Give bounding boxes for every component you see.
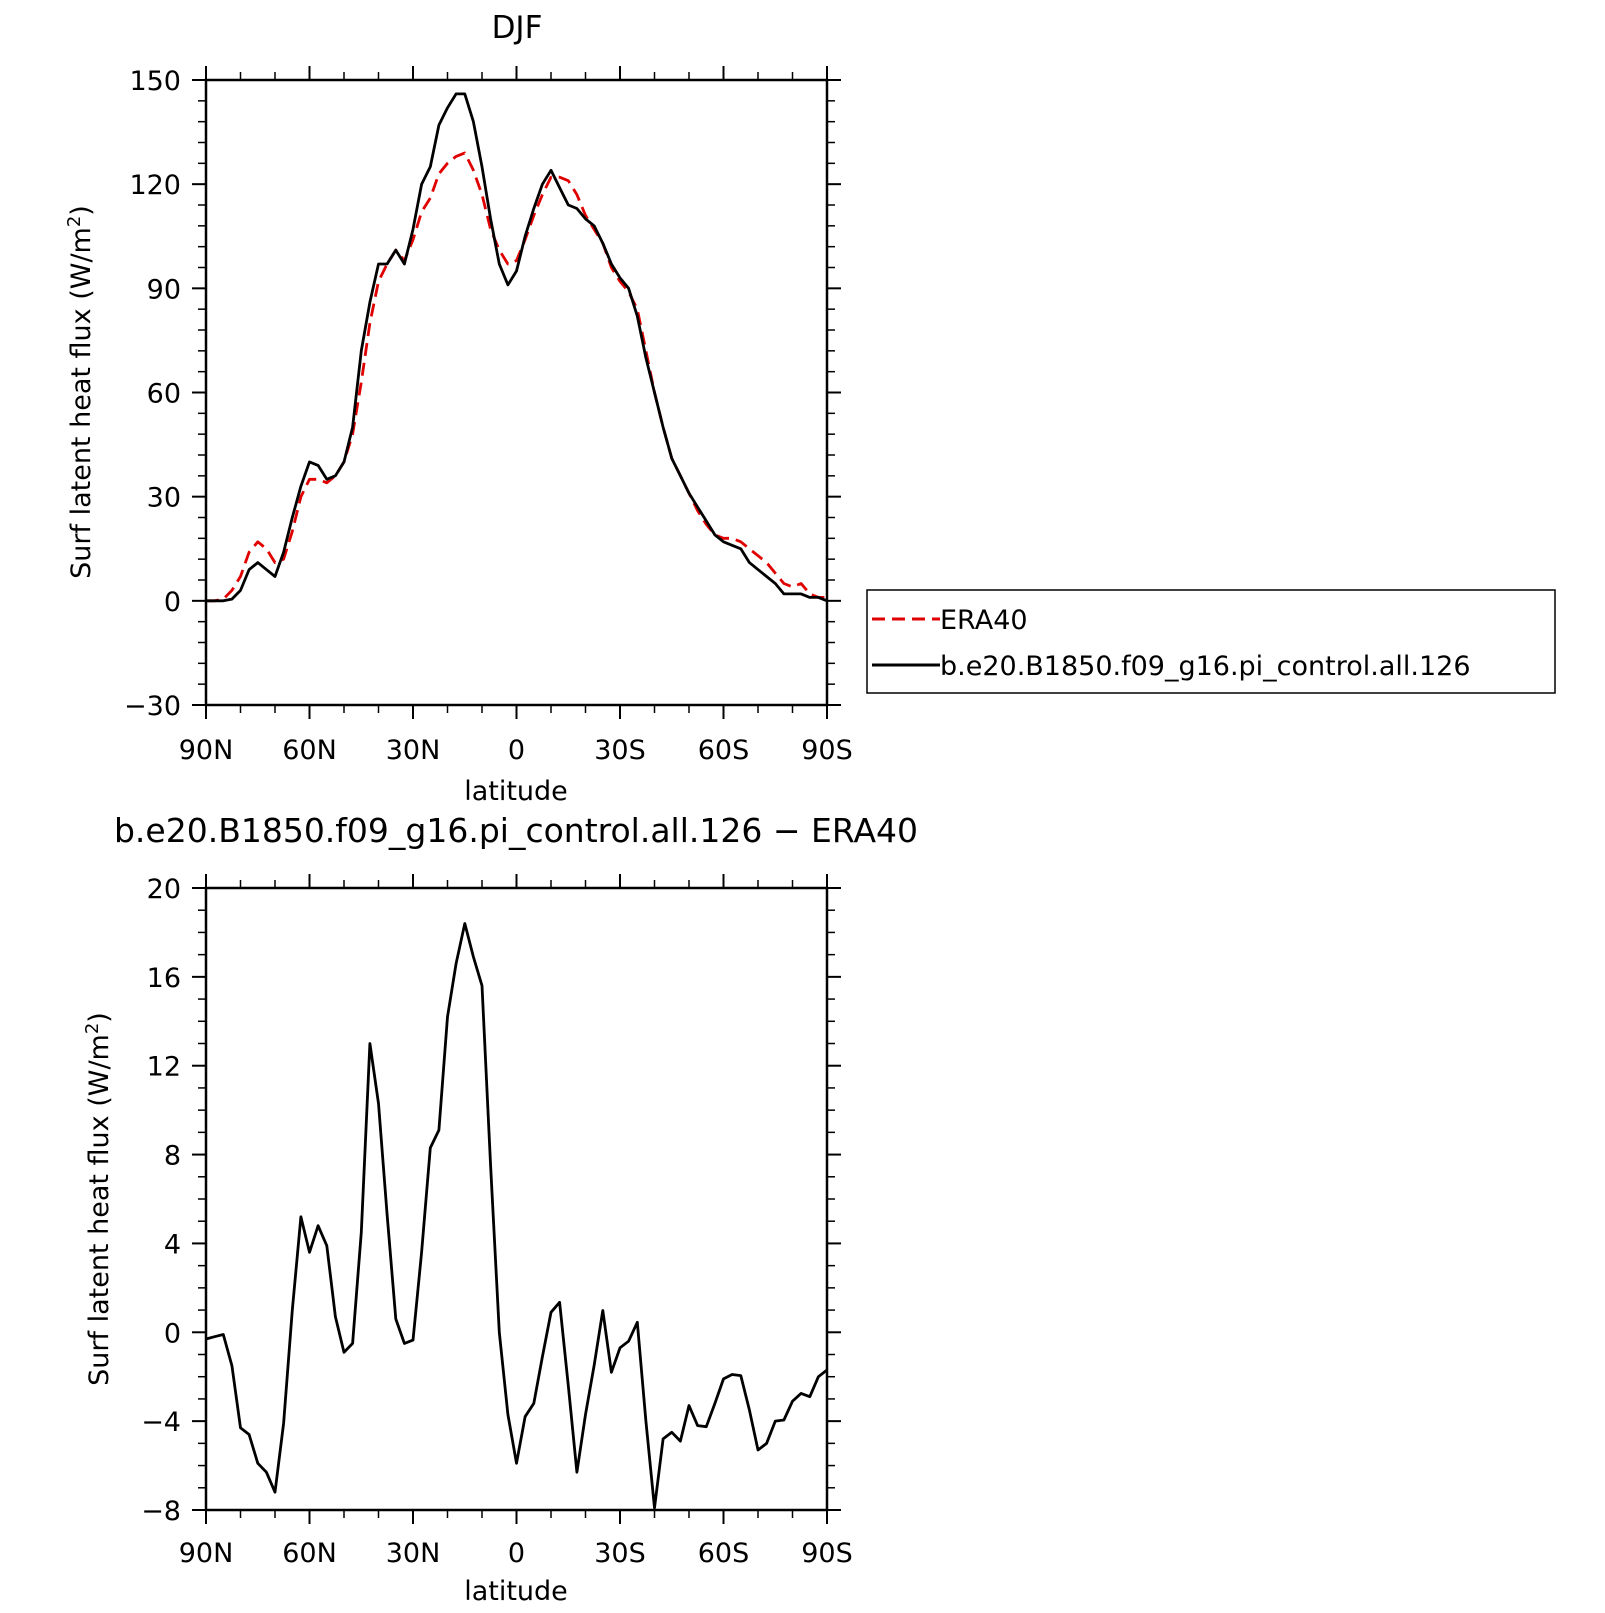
top-chart-axes — [192, 66, 841, 719]
bottom-x-tick-label: 30N — [386, 1538, 441, 1569]
top-series-line-era40 — [206, 151, 827, 603]
bottom-chart-plot-frame — [204, 886, 829, 1512]
bottom-chart-x-tick-labels: 90N 60N 30N 0 30S 60S 90S — [179, 1538, 853, 1569]
top-y-tick-label: 150 — [129, 66, 181, 97]
top-y-tick-label: 60 — [147, 379, 181, 410]
legend-model-label: b.e20.B1850.f09_g16.pi_control.all.126 — [940, 651, 1471, 682]
bottom-y-tick-label: 4 — [164, 1229, 181, 1260]
bottom-chart-axes — [192, 874, 841, 1524]
top-y-tick-label: 30 — [147, 483, 181, 514]
top-y-tick-label: 120 — [129, 170, 181, 201]
bottom-y-tick-label: −8 — [141, 1496, 181, 1527]
top-chart: DJF 90N 60N 30N 0 30S 60S 90S −30 0 30 60 90 120 150… — [64, 10, 853, 807]
top-chart-series — [206, 92, 828, 603]
bottom-y-tick-label: 8 — [164, 1141, 181, 1172]
top-x-tick-label: 0 — [508, 735, 525, 766]
top-chart-y-tick-labels: −30 0 30 60 90 120 150 — [124, 66, 181, 722]
top-x-tick-label: 60N — [282, 735, 337, 766]
top-chart-plot-frame — [204, 78, 829, 707]
bottom-ylabel-main: Surf latent heat flux (W/m — [84, 1034, 115, 1386]
bottom-chart-series — [205, 922, 828, 1510]
top-y-tick-label: 0 — [164, 587, 181, 618]
top-ylabel-superscript: 2 — [64, 216, 85, 227]
bottom-chart-x-axis-label: latitude — [464, 1576, 568, 1607]
top-chart-legend: ERA40 b.e20.B1850.f09_g16.pi_control.all… — [866, 589, 1556, 694]
bottom-y-tick-label: 20 — [147, 874, 181, 905]
bottom-ylabel-superscript: 2 — [82, 1023, 103, 1034]
bottom-x-tick-label: 60N — [282, 1538, 337, 1569]
top-ylabel-close: ) — [66, 205, 97, 216]
top-x-tick-label: 90N — [179, 735, 234, 766]
legend-era40-label: ERA40 — [940, 605, 1028, 636]
top-chart-title: DJF — [492, 10, 543, 46]
bottom-y-tick-label: −4 — [141, 1407, 181, 1438]
bottom-y-tick-label: 12 — [147, 1052, 181, 1083]
top-chart-y-axis-label: Surf latent heat flux (W/m2) — [64, 205, 97, 579]
legend-box — [866, 589, 1556, 694]
bottom-x-tick-label: 90S — [801, 1538, 853, 1569]
top-chart-x-axis-label: latitude — [464, 776, 568, 807]
top-x-tick-label: 60S — [698, 735, 750, 766]
bottom-chart: b.e20.B1850.f09_g16.pi_control.all.126 −… — [82, 811, 918, 1607]
bottom-chart-y-axis-label: Surf latent heat flux (W/m2) — [82, 1012, 115, 1386]
bottom-series-line-model — [205, 922, 828, 1510]
top-x-tick-label: 90S — [801, 735, 853, 766]
bottom-ylabel-close: ) — [84, 1012, 115, 1023]
bottom-x-tick-label: 90N — [179, 1538, 234, 1569]
bottom-y-tick-label: 0 — [164, 1318, 181, 1349]
bottom-x-tick-label: 30S — [594, 1538, 646, 1569]
top-x-tick-label: 30N — [386, 735, 441, 766]
top-series-line-model — [206, 92, 828, 603]
bottom-chart-y-tick-labels: −8 −4 0 4 8 12 16 20 — [141, 874, 181, 1527]
bottom-chart-title: b.e20.B1850.f09_g16.pi_control.all.126 −… — [114, 811, 918, 850]
top-ylabel-main: Surf latent heat flux (W/m — [66, 227, 97, 579]
top-chart-x-tick-labels: 90N 60N 30N 0 30S 60S 90S — [179, 735, 853, 766]
top-y-tick-label: −30 — [124, 691, 181, 722]
bottom-y-tick-label: 16 — [147, 963, 181, 994]
bottom-x-tick-label: 0 — [508, 1538, 525, 1569]
bottom-x-tick-label: 60S — [698, 1538, 750, 1569]
top-y-tick-label: 90 — [147, 274, 181, 305]
top-x-tick-label: 30S — [594, 735, 646, 766]
